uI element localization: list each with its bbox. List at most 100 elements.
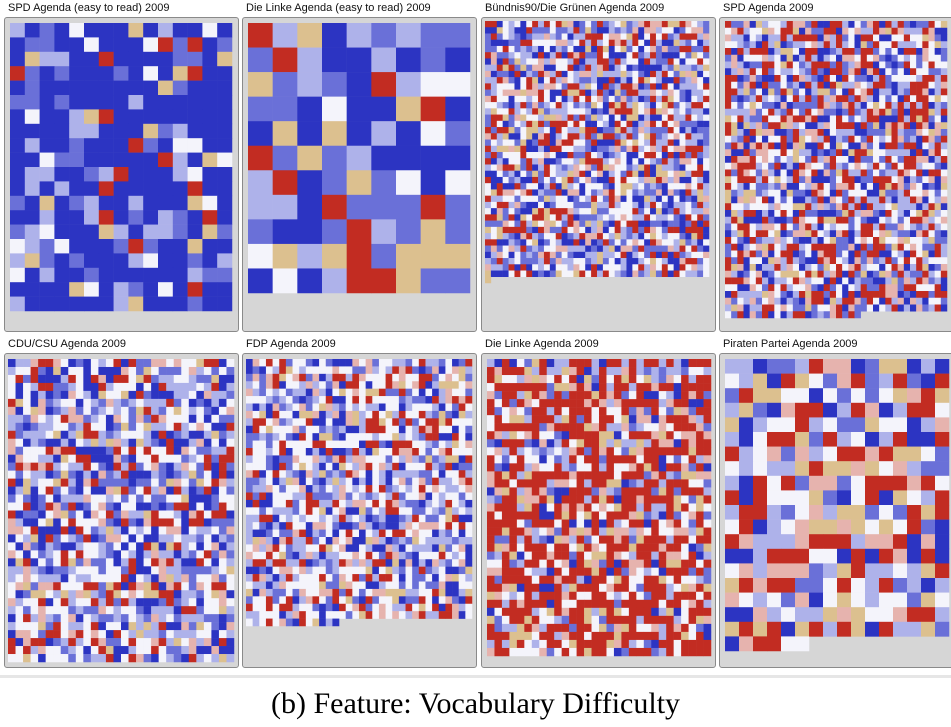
heatmap-cell [211, 446, 220, 455]
heatmap-cell [412, 396, 420, 404]
heatmap-cell [811, 61, 818, 69]
heatmap-cell [691, 133, 698, 140]
heatmap-cell [817, 95, 824, 103]
heatmap-cell [650, 152, 657, 159]
heatmap-cell [45, 494, 54, 503]
heatmap-cell [385, 381, 393, 389]
heatmap-cell [217, 23, 233, 38]
heatmap-cell [60, 526, 69, 535]
heatmap-cell [508, 158, 515, 165]
heatmap-cell [638, 145, 645, 153]
heatmap-cell [187, 167, 203, 182]
heatmap-cell [196, 430, 205, 439]
heatmap-cell [420, 268, 446, 294]
heatmap-cell [252, 366, 260, 375]
heatmap-cell [38, 582, 46, 591]
heatmap-cell [113, 582, 122, 591]
heatmap-cell [650, 139, 657, 147]
heatmap-cell [514, 220, 521, 228]
heatmap-cell [573, 258, 580, 265]
heatmap-cell [532, 245, 539, 253]
heatmap-cell [68, 630, 77, 639]
heatmap-cell [836, 210, 843, 217]
heatmap-cell [458, 359, 466, 367]
heatmap-cell [922, 149, 929, 157]
heatmap-cell [83, 550, 92, 559]
heatmap-cell [218, 359, 227, 368]
heatmap-cell [45, 574, 54, 583]
heatmap-cell [128, 590, 137, 599]
heatmap-cell [811, 304, 818, 312]
heatmap-cell [60, 614, 69, 623]
heatmap-cell [737, 277, 744, 285]
heatmap-cell [181, 430, 190, 439]
heatmap-frame[interactable] [242, 17, 477, 332]
heatmap-frame[interactable] [4, 17, 239, 332]
heatmap-cell [614, 189, 621, 196]
heatmap-cell [312, 366, 320, 375]
heatmap-cell [538, 64, 545, 72]
heatmap-frame[interactable] [242, 353, 477, 668]
heatmap-cell [910, 203, 917, 211]
heatmap-cell [69, 80, 85, 96]
heatmap-cell [60, 430, 69, 439]
heatmap-cell [30, 374, 39, 384]
heatmap-cell [805, 189, 812, 197]
heatmap-cell [203, 542, 212, 551]
heatmap-cell [667, 45, 674, 53]
heatmap-cell [75, 366, 84, 376]
heatmap-cell [143, 138, 159, 153]
heatmap-cell [928, 304, 935, 312]
heatmap-cell [873, 183, 880, 190]
heatmap-cell [345, 366, 353, 375]
heatmap-cell [203, 494, 212, 503]
heatmap-cell [502, 251, 509, 259]
heatmap-cell [897, 41, 905, 49]
heatmap-cell [54, 152, 70, 168]
heatmap-cell [597, 127, 604, 134]
heatmap-cell [891, 257, 898, 265]
heatmap-frame[interactable] [719, 17, 951, 332]
heatmap-cell [703, 152, 710, 159]
heatmap-cell [173, 454, 182, 463]
heatmap-cell [632, 127, 639, 134]
heatmap-cell [774, 162, 781, 170]
heatmap-cell [922, 27, 929, 35]
heatmap-cell [885, 27, 892, 35]
heatmap-cell [128, 152, 144, 168]
heatmap-cell [38, 430, 46, 439]
heatmap-frame[interactable] [481, 17, 716, 332]
heatmap-cell [398, 388, 406, 397]
heatmap-cell [848, 196, 855, 204]
heatmap-cell [445, 366, 453, 375]
heatmap-cell [602, 183, 610, 190]
heatmap-cell [60, 414, 69, 424]
heatmap-cell [567, 45, 574, 53]
heatmap-cell [786, 196, 794, 204]
heatmap-cell [485, 39, 492, 47]
heatmap-cell [128, 382, 137, 392]
heatmap-cell [667, 226, 674, 234]
heatmap-cell [445, 373, 453, 382]
heatmap-cell [226, 438, 235, 447]
heatmap-cell [644, 220, 651, 228]
heatmap-cell [555, 189, 562, 196]
heatmap-cell [731, 216, 738, 224]
heatmap-cell [891, 68, 898, 76]
heatmap-cell [940, 88, 948, 96]
heatmap-cell [496, 21, 503, 28]
heatmap-cell [650, 114, 657, 122]
heatmap-cell [786, 237, 794, 244]
heatmap-cell [217, 152, 233, 168]
heatmap-cell [84, 239, 100, 254]
heatmap-cell [799, 189, 806, 197]
heatmap-cell [780, 41, 787, 49]
heatmap-cell [848, 27, 855, 35]
heatmap-cell [322, 23, 347, 48]
heatmap-cell [279, 373, 287, 382]
heatmap-cell [731, 108, 738, 116]
heatmap-cell [543, 127, 551, 134]
heatmap-frame[interactable] [4, 353, 239, 668]
heatmap-cell [667, 251, 674, 259]
heatmap-cell [697, 201, 704, 209]
